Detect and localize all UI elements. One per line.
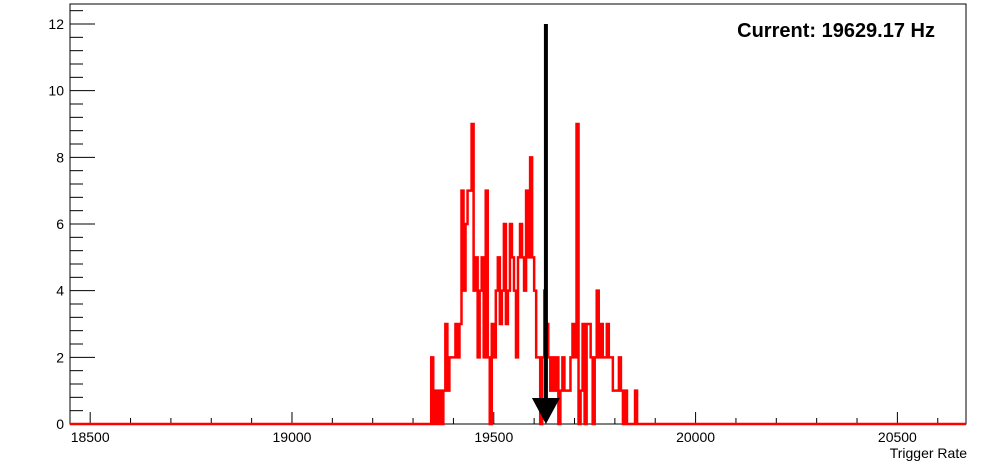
y-tick-label: 12: [48, 16, 64, 32]
y-tick-label: 8: [56, 149, 64, 165]
x-tick-label: 18500: [71, 429, 110, 445]
x-tick-label: 20500: [878, 429, 917, 445]
current-rate-arrow: [531, 24, 560, 424]
y-tick-label: 2: [56, 349, 64, 365]
y-axis: 0 2 4 6 8 10 12: [48, 10, 95, 432]
x-tick-label: 20000: [676, 429, 715, 445]
arrow-head: [531, 398, 560, 424]
x-axis-label: Trigger Rate: [890, 445, 968, 461]
y-tick-label: 10: [48, 83, 64, 99]
y-tick-label: 6: [56, 216, 64, 232]
y-tick-label: 4: [56, 283, 64, 299]
histogram-series: [70, 122, 966, 426]
x-axis: 18500 19000 19500 20000 20500: [71, 412, 939, 445]
plot-frame: [69, 3, 967, 425]
x-tick-label: 19500: [474, 429, 513, 445]
x-tick-label: 19000: [273, 429, 312, 445]
current-rate-annotation: Current: 19629.17 Hz: [737, 20, 935, 42]
y-tick-label: 0: [56, 416, 64, 432]
